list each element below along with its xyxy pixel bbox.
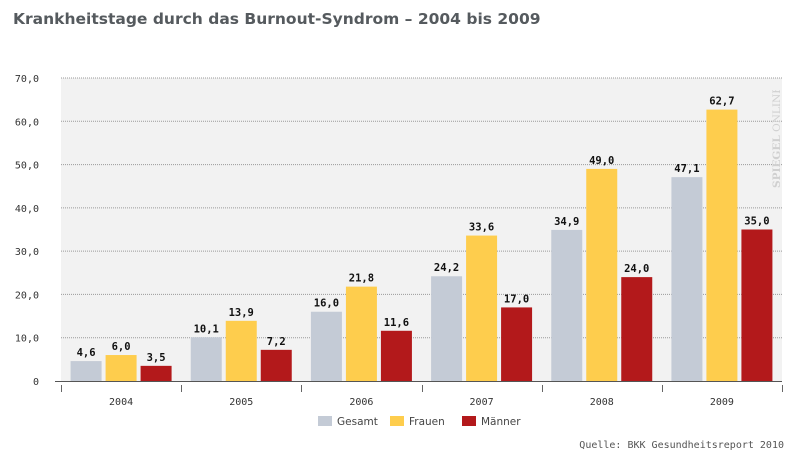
data-label: 62,7 (709, 96, 734, 108)
bar (345, 286, 377, 381)
data-label: 4,6 (77, 347, 96, 359)
bar (706, 109, 738, 381)
bar (586, 168, 618, 381)
legend-label: Männer (481, 416, 521, 428)
x-tick-label: 2008 (590, 397, 614, 408)
data-label: 13,9 (229, 307, 254, 319)
chart-title: Krankheitstage durch das Burnout-Syndrom… (13, 10, 541, 28)
bar (501, 307, 533, 381)
y-tick-label: 20,0 (15, 290, 39, 301)
x-tick-label: 2004 (109, 397, 133, 408)
bar (260, 349, 292, 381)
bar (466, 235, 498, 381)
bar (671, 177, 703, 381)
data-label: 10,1 (194, 323, 219, 335)
data-label: 35,0 (744, 216, 769, 228)
bar (380, 330, 412, 381)
data-label: 33,6 (469, 222, 494, 234)
legend-swatch (318, 416, 332, 426)
data-label: 34,9 (554, 216, 579, 228)
bar (225, 320, 257, 381)
bar (310, 311, 342, 381)
data-label: 3,5 (147, 352, 166, 364)
x-tick-label: 2006 (349, 397, 373, 408)
y-tick-label: 60,0 (15, 117, 39, 128)
plot-background (61, 78, 782, 381)
legend-swatch (390, 416, 404, 426)
bar (741, 229, 773, 381)
bar (70, 361, 102, 381)
data-label: 7,2 (267, 336, 286, 348)
svg-text:SPIEGEL ONLINE: SPIEGEL ONLINE (771, 90, 783, 188)
x-tick-label: 2005 (229, 397, 253, 408)
data-label: 16,0 (314, 298, 339, 310)
bar (105, 355, 137, 381)
legend-label: Frauen (409, 416, 445, 428)
bar (551, 229, 583, 381)
data-label: 47,1 (674, 163, 699, 175)
bar (190, 337, 222, 381)
spiegel-online-watermark: SPIEGEL ONLINE (771, 90, 783, 188)
data-label: 24,0 (624, 263, 649, 275)
legend-swatch (462, 416, 476, 426)
y-tick-label: 10,0 (15, 334, 39, 345)
data-label: 49,0 (589, 155, 614, 167)
bar (621, 277, 653, 381)
y-tick-label: 0 (33, 377, 39, 388)
data-label: 6,0 (112, 341, 131, 353)
y-tick-label: 50,0 (15, 161, 39, 172)
y-tick-label: 70,0 (15, 74, 39, 85)
data-label: 11,6 (384, 317, 409, 329)
x-tick-label: 2007 (470, 397, 494, 408)
y-tick-label: 30,0 (15, 247, 39, 258)
data-label: 21,8 (349, 273, 374, 285)
bar (431, 276, 463, 381)
data-label: 17,0 (504, 293, 529, 305)
source-note: Quelle: BKK Gesundheitsreport 2010 (579, 440, 784, 451)
y-tick-label: 40,0 (15, 204, 39, 215)
x-tick-label: 2009 (710, 397, 734, 408)
legend-label: Gesamt (337, 416, 378, 428)
data-label: 24,2 (434, 262, 459, 274)
bar (140, 365, 172, 381)
